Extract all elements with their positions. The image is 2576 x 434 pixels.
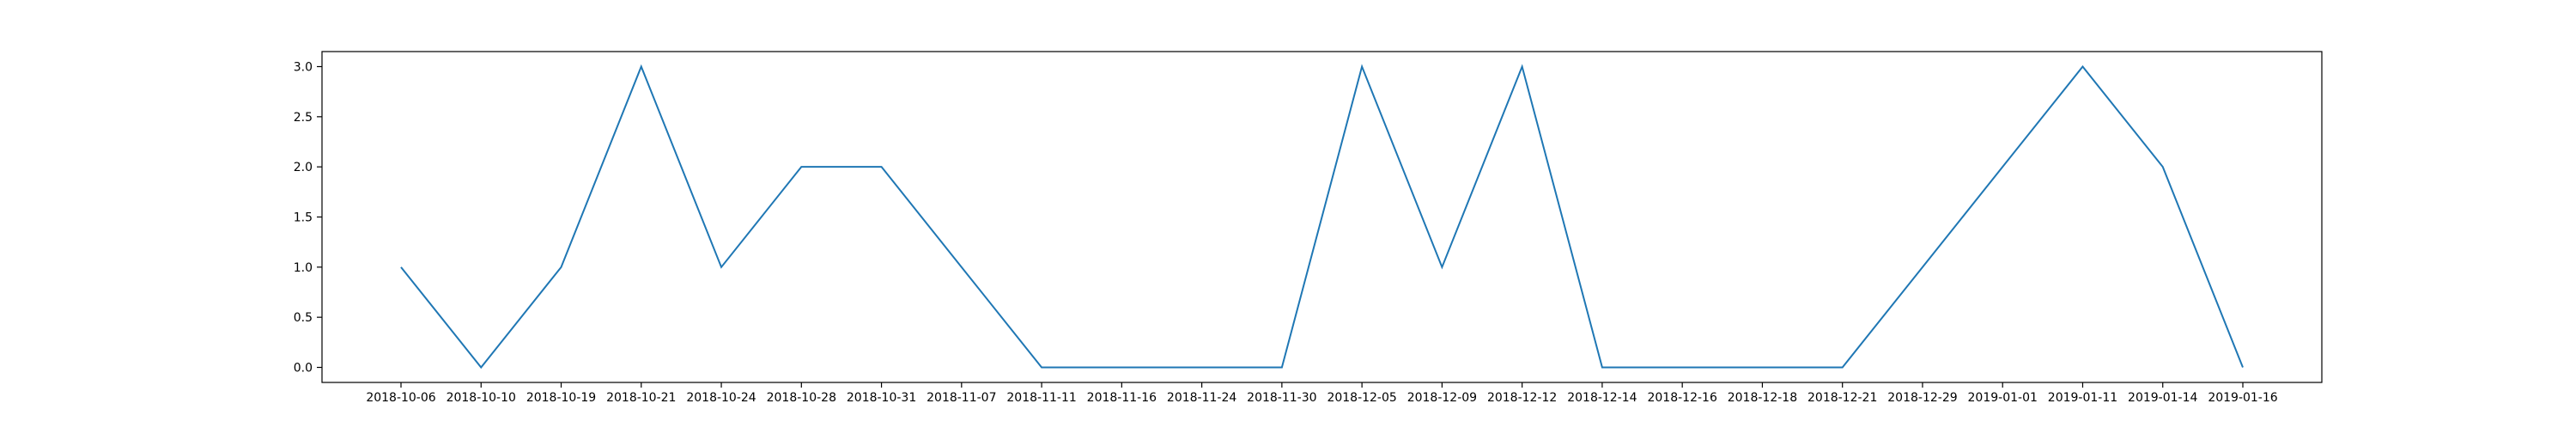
x-tick-label: 2018-11-11 [1006, 391, 1076, 405]
x-tick-label: 2018-11-07 [927, 391, 996, 405]
plot-area: 0.0 0.5 1.0 1.5 2.0 2.5 3.0 2018-10-06 2018-10-1… [294, 51, 2323, 405]
x-tick-label: 2018-11-24 [1167, 391, 1236, 405]
x-tick-label: 2018-12-29 [1887, 391, 1957, 405]
x-tick-label: 2018-10-06 [366, 391, 435, 405]
x-tick-label: 2018-12-05 [1327, 391, 1396, 405]
x-tick-label: 2018-12-21 [1807, 391, 1877, 405]
y-tick-label: 1.5 [294, 211, 313, 225]
y-tick-label: 0.5 [294, 311, 313, 325]
x-tick-label: 2018-11-30 [1247, 391, 1316, 405]
y-tick-label: 2.5 [294, 111, 313, 125]
x-tick-label: 2018-10-21 [606, 391, 676, 405]
x-tick-label: 2019-01-16 [2208, 391, 2277, 405]
x-tick-label: 2018-11-16 [1087, 391, 1157, 405]
x-tick-label: 2018-12-09 [1407, 391, 1477, 405]
x-tick-label: 2018-10-19 [526, 391, 596, 405]
x-tick-label: 2018-12-14 [1567, 391, 1637, 405]
x-tick-label: 2019-01-14 [2128, 391, 2197, 405]
x-tick-label: 2018-10-10 [447, 391, 516, 405]
x-tick-label: 2018-10-28 [767, 391, 836, 405]
y-tick-label: 1.0 [294, 261, 313, 275]
x-tick-label: 2018-12-16 [1647, 391, 1716, 405]
x-tick-label: 2018-10-24 [686, 391, 756, 405]
y-tick-label: 2.0 [294, 161, 313, 174]
x-tick-label: 2019-01-01 [1968, 391, 2038, 405]
x-tick-label: 2018-12-18 [1728, 391, 1797, 405]
x-tick-label: 2018-10-31 [847, 391, 916, 405]
x-tick-label: 2018-12-12 [1487, 391, 1557, 405]
y-tick-label: 3.0 [294, 61, 313, 75]
y-tick-label: 0.0 [294, 362, 313, 376]
series-line [400, 64, 2244, 370]
x-tick-label: 2019-01-11 [2048, 391, 2117, 405]
